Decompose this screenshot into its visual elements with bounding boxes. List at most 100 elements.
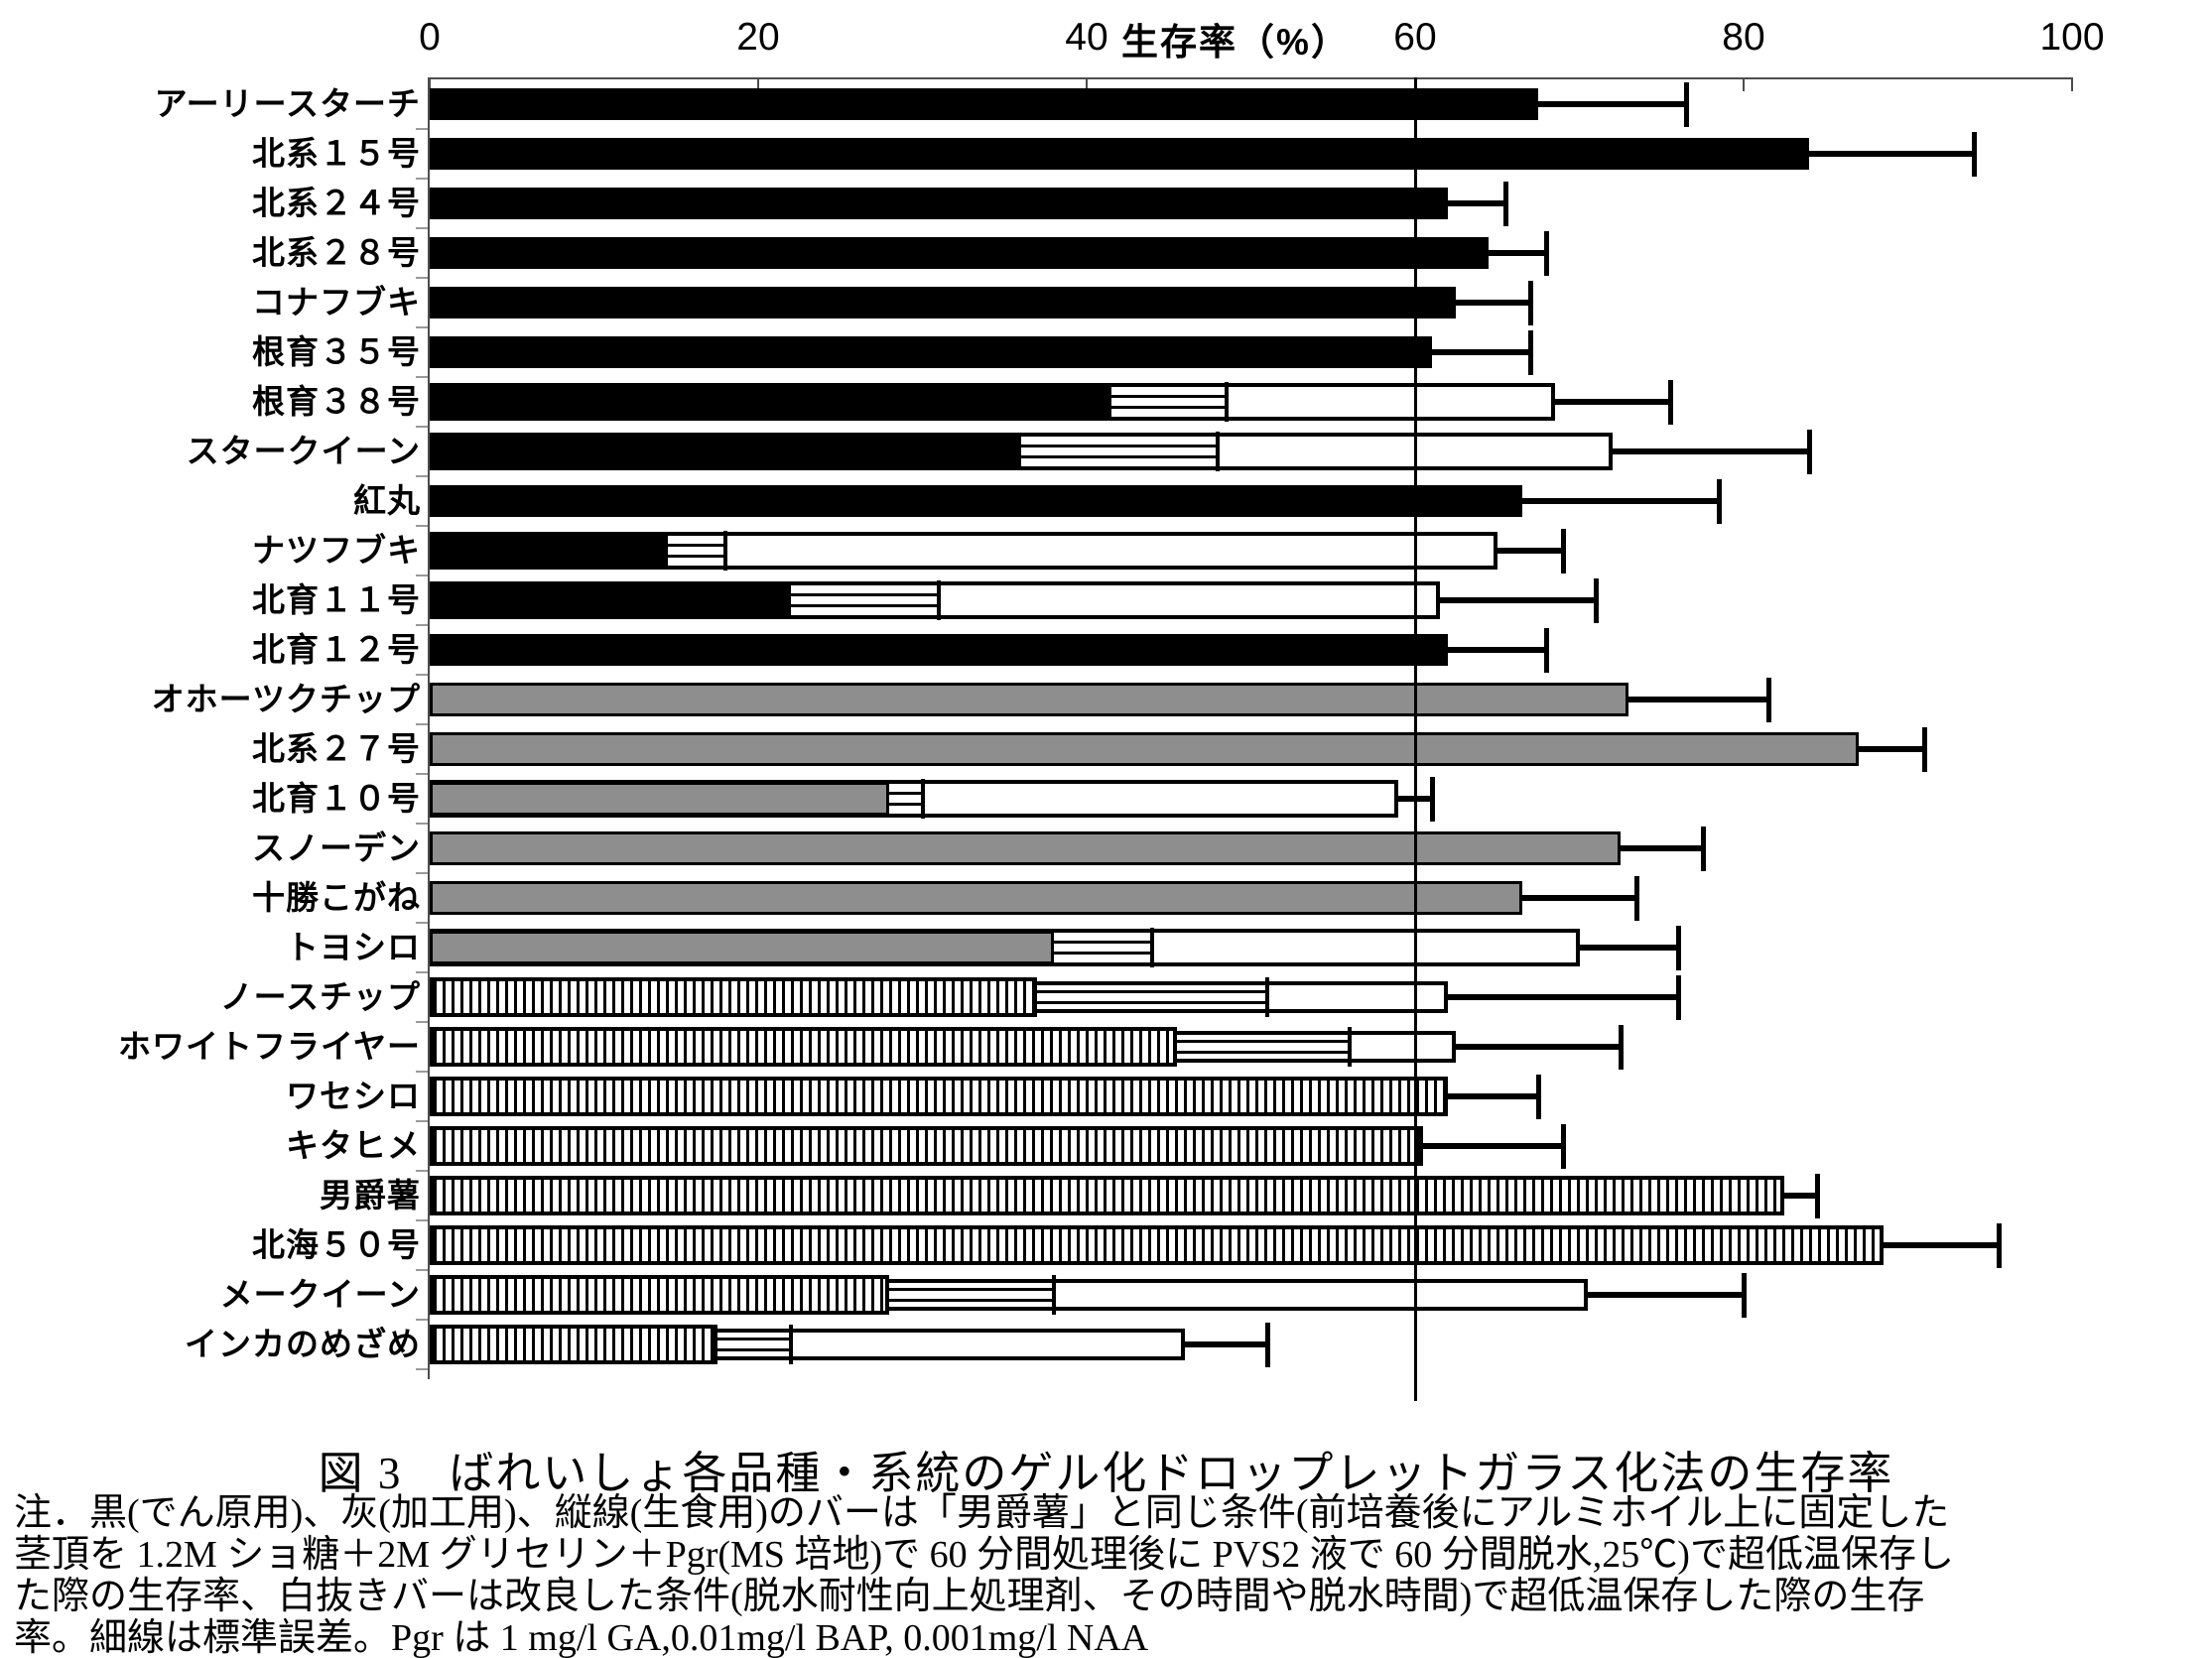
category-tick (416, 922, 428, 924)
bar-base (430, 1176, 1785, 1215)
reference-line-60 (1414, 77, 1417, 1401)
error-bar-base-cap (1150, 928, 1155, 967)
error-bar (1784, 1193, 1818, 1199)
x-axis-title: 生存率（%） (1121, 22, 1350, 63)
error-bar-cap (1503, 182, 1509, 226)
bar-base (430, 881, 1522, 915)
category-label: 北海５０号 (252, 1226, 421, 1263)
bar-base (430, 634, 1449, 666)
note-line-4: 率。細線は標準誤差。Pgr は 1 mg/l GA,0.01mg/l BAP, … (14, 1617, 1149, 1658)
category-label: 北系２４号 (252, 185, 421, 221)
category-label: 男爵薯 (320, 1177, 421, 1213)
bar-base (430, 485, 1522, 517)
error-bar-cap (1634, 876, 1640, 921)
error-bar (1521, 895, 1637, 901)
error-bar-base-cap (1051, 1275, 1056, 1315)
bar-base (430, 831, 1621, 865)
bar-base (430, 782, 890, 816)
error-bar-cap (1527, 281, 1533, 325)
error-bar-base-cap (789, 1325, 794, 1364)
error-bar (1628, 697, 1768, 702)
error-bar (1579, 945, 1678, 951)
category-label: スノーデン (252, 829, 421, 866)
category-tick (416, 624, 428, 626)
x-axis-line (430, 77, 2072, 79)
bar-base (430, 683, 1629, 716)
category-tick (416, 1319, 428, 1321)
bar-base (430, 237, 1490, 269)
category-label: スタークイーン (186, 433, 421, 469)
error-bar (1448, 200, 1506, 206)
category-label: アーリースターチ (154, 85, 421, 122)
error-bar (1620, 845, 1703, 851)
bar-base (430, 88, 1539, 120)
error-bar-base-cap (1216, 432, 1221, 471)
bar-base (430, 287, 1457, 319)
error-bar (1423, 1143, 1563, 1149)
error-bar-cap (1429, 777, 1435, 822)
error-bar-cap (1527, 330, 1533, 375)
error-bar-cap (1560, 529, 1566, 574)
x-axis-tick-label: 0 (419, 16, 441, 59)
category-tick (416, 277, 428, 279)
error-bar-cap (1815, 1174, 1821, 1218)
error-bar (1185, 1341, 1268, 1347)
error-bar (1858, 746, 1925, 752)
category-label: ホワイトフライヤー (117, 1028, 421, 1065)
error-bar (1554, 399, 1670, 405)
error-bar-base-cap (722, 531, 727, 571)
category-tick (416, 823, 428, 825)
error-bar-cap (1684, 82, 1690, 127)
error-bar-base (1110, 395, 1227, 409)
category-label: 十勝こがね (252, 879, 421, 916)
bar-base (430, 188, 1449, 219)
note-line-3: た際の生存率、白抜きバーは改良した条件(脱水耐性向上処理剤、その時間や脱水時間)… (14, 1576, 1925, 1617)
x-axis-tick (1743, 77, 1745, 91)
bar-base (430, 336, 1432, 368)
category-tick (416, 1120, 428, 1122)
error-bar-cap (1560, 1124, 1566, 1169)
bar-base (430, 584, 792, 616)
category-label: 北系２７号 (252, 730, 421, 767)
x-axis-tick (1086, 77, 1088, 91)
error-bar-cap (1544, 231, 1550, 276)
category-label: 北育１２号 (252, 631, 421, 668)
error-bar-base (889, 792, 923, 806)
bar-base (430, 1027, 1178, 1067)
bar-base (430, 1126, 1424, 1166)
bar-base (430, 732, 1859, 766)
category-tick (416, 475, 428, 477)
y-axis-line (428, 77, 430, 1379)
error-bar (1489, 250, 1547, 256)
error-bar-cap (1265, 1323, 1271, 1367)
bar-base (430, 436, 1021, 467)
x-axis-tick (757, 77, 759, 91)
x-axis-tick (429, 77, 431, 91)
error-bar (1883, 1242, 1999, 1248)
error-bar (1612, 448, 1810, 454)
bar-base (430, 386, 1111, 418)
category-label: オホーツクチップ (151, 681, 421, 717)
category-label: ワセシロ (286, 1078, 421, 1114)
error-bar-cap (1700, 827, 1706, 871)
category-tick (416, 178, 428, 180)
error-bar (1431, 349, 1530, 355)
category-tick (416, 1071, 428, 1073)
error-bar-base-cap (1347, 1027, 1352, 1067)
bar-base (430, 1225, 1884, 1265)
error-bar-base (1053, 941, 1153, 955)
error-bar-cap (1675, 926, 1681, 970)
error-bar-base-cap (1265, 977, 1270, 1017)
figure-caption: 図 3 ばれいしょ各品種・系統のゲル化ドロップレットガラス化法の生存率 (318, 1449, 1894, 1498)
x-axis-tick-label: 100 (2039, 16, 2105, 59)
category-tick (416, 227, 428, 229)
error-bar-cap (1922, 727, 1928, 772)
category-tick (416, 971, 428, 973)
category-label: 北育１０号 (252, 780, 421, 817)
category-tick (416, 574, 428, 576)
category-tick (416, 1021, 428, 1023)
bar-base (430, 977, 1038, 1017)
category-tick (416, 426, 428, 428)
bar-base (430, 535, 668, 567)
x-axis-tick-label: 40 (1065, 16, 1108, 59)
